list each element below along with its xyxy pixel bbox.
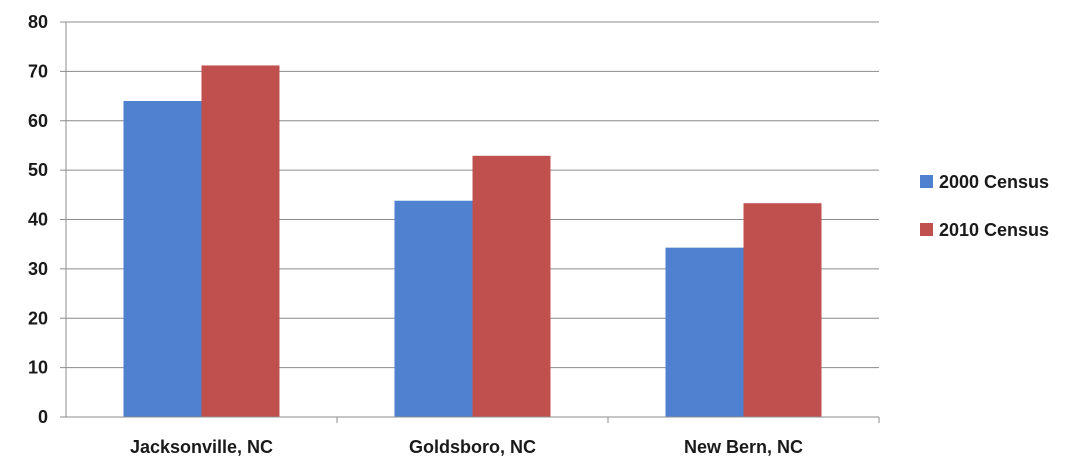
x-category-labels: Jacksonville, NC Goldsboro, NC New Bern, N… [130,437,803,457]
legend-label: 2010 Census [939,220,1049,240]
x-category-label: Goldsboro, NC [409,437,536,457]
legend-label: 2000 Census [939,172,1049,192]
legend: 2000 Census 2010 Census [920,172,1049,240]
bar-2000-census-0 [123,101,202,417]
y-tick-label: 40 [28,210,48,230]
y-tick-label: 50 [28,160,48,180]
bar-2010-census-0 [201,65,280,417]
bar-2010-census-1 [472,155,551,417]
y-tick-label: 20 [28,308,48,328]
y-tick-label: 30 [28,259,48,279]
y-tick-label: 60 [28,111,48,131]
bar-2010-census-2 [743,203,822,417]
y-tick-label: 10 [28,358,48,378]
y-tick-label: 0 [38,407,48,427]
bars [123,65,822,417]
x-category-label: New Bern, NC [684,437,803,457]
y-tick-label: 80 [28,12,48,32]
y-tick-label: 70 [28,61,48,81]
legend-swatch [920,175,933,188]
bar-2000-census-2 [665,247,744,417]
legend-swatch [920,223,933,236]
y-tick-labels: 0 10 20 30 40 50 60 70 80 [28,12,48,427]
axes [60,21,880,423]
x-category-label: Jacksonville, NC [130,437,273,457]
bar-2000-census-1 [394,200,473,417]
